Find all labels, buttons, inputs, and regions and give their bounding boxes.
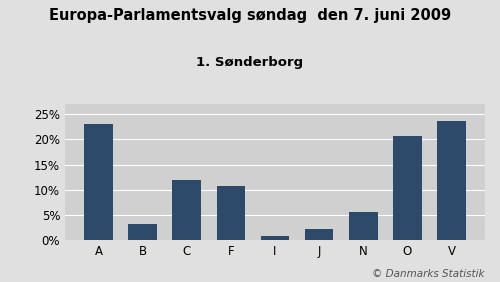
Bar xyxy=(305,229,334,240)
Bar xyxy=(349,212,378,240)
Bar xyxy=(437,121,466,240)
Bar xyxy=(172,180,201,240)
Bar xyxy=(128,224,157,240)
Text: Europa-Parlamentsvalg søndag  den 7. juni 2009: Europa-Parlamentsvalg søndag den 7. juni… xyxy=(49,8,451,23)
Text: 1. Sønderborg: 1. Sønderborg xyxy=(196,56,304,69)
Bar xyxy=(260,236,290,240)
Text: © Danmarks Statistik: © Danmarks Statistik xyxy=(372,269,485,279)
Bar xyxy=(216,186,245,240)
Bar xyxy=(393,136,422,240)
Bar xyxy=(84,124,113,240)
